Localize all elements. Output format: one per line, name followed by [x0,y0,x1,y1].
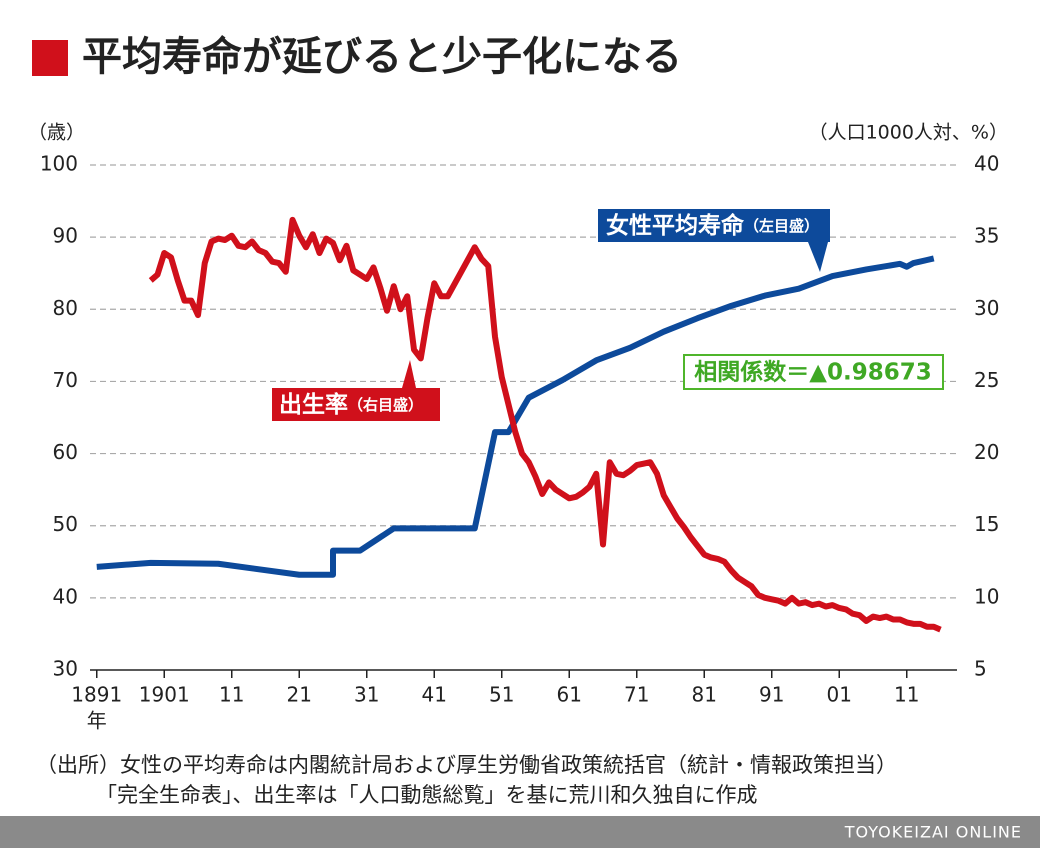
x-tick-label: 91 [759,683,784,707]
y-tick-label: 50 [53,512,78,536]
x-tick-label: 01 [827,683,852,707]
legend-label: 女性平均寿命（左目盛） [606,212,819,239]
footer-bar [0,816,1040,848]
y2-tick-label: 15 [974,512,999,536]
x-tick-label: 41 [422,683,447,707]
series-label: 女性平均寿命（左目盛） [598,209,830,272]
y-axis-label: （歳） [28,122,85,144]
plot: 304050607080901005101520253035401891年190… [40,152,1000,733]
y-tick-label: 70 [53,368,78,392]
y2-tick-label: 10 [974,584,999,608]
y2-tick-label: 5 [974,657,987,681]
y2-tick-label: 40 [974,152,999,176]
y-tick-label: 40 [53,584,78,608]
x-tick-label: 31 [354,683,379,707]
annotation-box [683,354,944,390]
y-tick-label: 30 [53,657,78,681]
label-box [598,209,830,272]
footer: TOYOKEIZAI ONLINE [844,823,1022,842]
x-tick-label: 71 [624,683,649,707]
y2-tick-label: 20 [974,440,999,464]
annotation: 相関係数＝▲0.98673 [694,360,931,386]
x-tick-label: 21 [287,683,312,707]
y2-tick-label: 30 [974,296,999,320]
source: （出所）女性の平均寿命は内閣統計局および厚生労働省政策統括官（統計・情報政策担当… [36,753,897,777]
series-label: 出生率（右目盛） [272,360,440,421]
x-tick-label: 61 [557,683,582,707]
x-tick-label: 11 [894,683,919,707]
chart-title: 平均寿命が延びると少子化になる [82,34,682,80]
legend-name: 女性平均寿命 [606,212,745,239]
x-tick-label: 51 [489,683,514,707]
x-tick-label: 81 [692,683,717,707]
y-tick-label: 100 [40,152,78,176]
x-axis-unit: 年 [87,709,107,733]
legend-name: 出生率 [279,391,348,418]
legend-note: （右目盛） [348,396,423,414]
y2-tick-label: 25 [974,368,999,392]
title-marker [32,40,68,76]
x-tick-label: 1891 [71,683,122,707]
y-tick-label: 60 [53,440,78,464]
y-tick-label: 80 [53,296,78,320]
label-box [272,360,440,421]
source: 「完全生命表」、出生率は「人口動態総覧」を基に荒川和久独自に作成 [96,783,758,807]
y-tick-label: 90 [53,224,78,248]
series-line [148,216,942,633]
legend-label: 出生率（右目盛） [279,391,423,418]
y2-axis-label: （人口1000人対、%） [809,122,1008,144]
x-tick-label: 1901 [139,683,190,707]
legend-note: （左目盛） [744,217,819,235]
y2-tick-label: 35 [974,224,999,248]
x-tick-label: 11 [219,683,244,707]
series-line [96,255,935,578]
